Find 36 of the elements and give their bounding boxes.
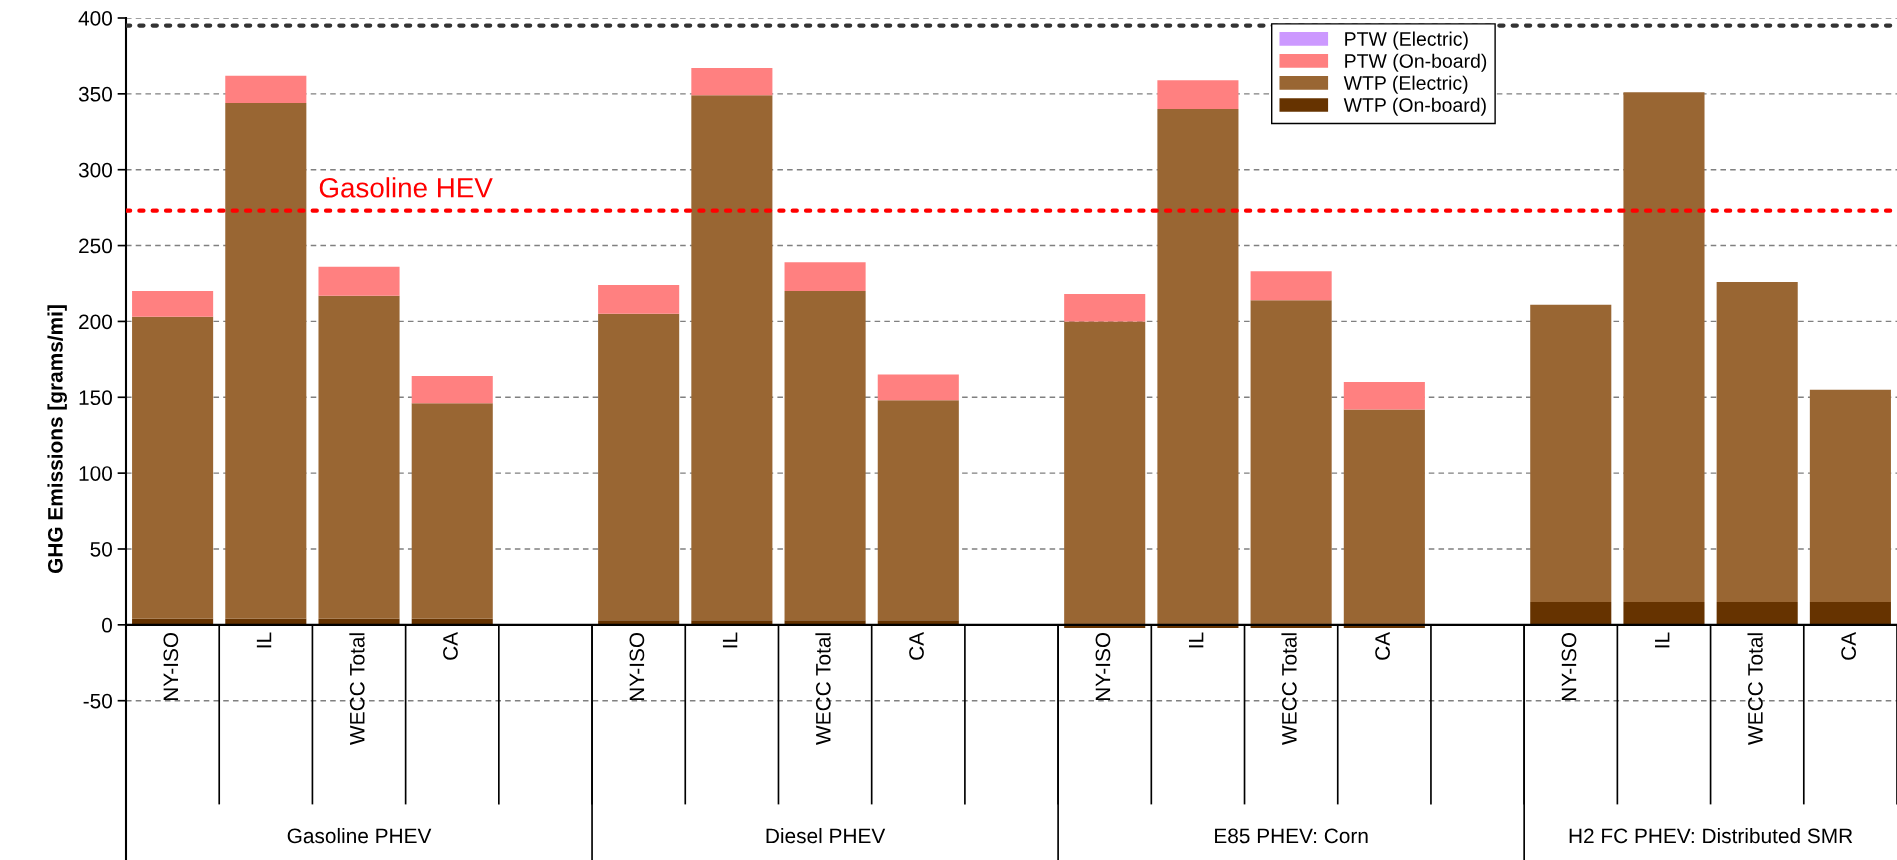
x-tick-label: WECC Total [815,633,831,745]
y-tick-label: 300 [78,162,112,178]
y-tick-label: 100 [79,466,112,481]
y-tick-label: 50 [90,541,112,557]
x-tick-label: NY-ISO [163,632,179,701]
annotation: E85 PHEV: Corn [1215,828,1368,844]
legend-label: WTP (On-board) [1343,97,1486,116]
y-tick-label: 250 [79,238,112,254]
ref-line-label: Gasoline HEV [319,177,493,198]
legend-label: PTW (Electric) [1345,31,1468,50]
x-tick-label: CA [443,631,458,660]
x-tick-label: WECC Total [1747,633,1763,745]
y-axis-title: GHG Emissions [grams/mi] [47,305,67,574]
y-tick-label: 400 [78,11,112,26]
x-tick-label: IL [1655,632,1670,648]
y-tick-label: 0 [102,617,112,633]
x-tick-label: WECC Total [349,633,365,745]
x-tick-label: NY-ISO [1095,632,1111,701]
y-tick-label: -50 [83,693,112,709]
y-tick-label: 350 [78,86,112,102]
y-tick-label: 200 [79,314,112,330]
legend-label: WTP (Electric) [1343,75,1468,94]
x-tick-label: NY-ISO [1561,632,1577,701]
x-tick-label: CA [909,631,924,660]
x-tick-label: IL [256,632,272,648]
annotation: Diesel PHEV [766,827,886,844]
legend-label: PTW (On-board) [1345,53,1487,72]
x-tick-label: CA [1841,631,1856,660]
x-tick-label: WECC Total [1281,633,1297,745]
annotation: H2 FC PHEV: Distributed SMR [1569,827,1853,844]
x-tick-label: NY-ISO [629,632,645,701]
x-tick-label: IL [1188,632,1204,648]
annotation: Gasoline PHEV [287,827,432,844]
x-tick-label: CA [1375,631,1390,660]
y-tick-label: 150 [79,390,112,406]
x-tick-label: IL [722,632,738,648]
